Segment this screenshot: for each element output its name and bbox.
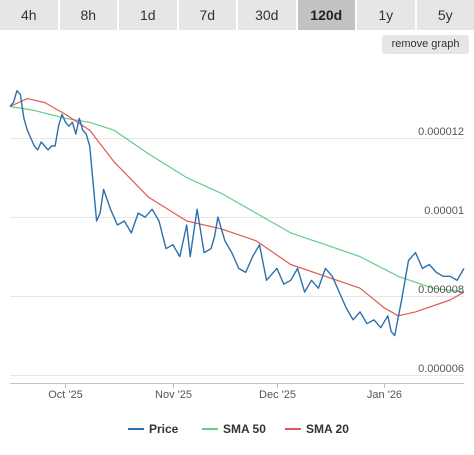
legend-label-sma-50: SMA 50 xyxy=(223,422,266,436)
tab-7d[interactable]: 7d xyxy=(178,0,238,30)
y-tick-label: 0.000006 xyxy=(418,363,464,375)
timeframe-tabs: 4h 8h 1d 7d 30d 120d 1y 5y xyxy=(0,0,474,30)
x-tick-label: Jan '26 xyxy=(367,389,402,401)
y-tick-label: 0.000012 xyxy=(418,126,464,138)
legend-label-sma-20: SMA 20 xyxy=(306,422,349,436)
legend-line-price xyxy=(128,428,144,430)
series-line-price xyxy=(9,90,465,337)
legend-line-sma-50 xyxy=(202,428,218,430)
tab-120d[interactable]: 120d xyxy=(297,0,357,30)
tab-4h[interactable]: 4h xyxy=(0,0,60,30)
series-line-sma-20 xyxy=(9,98,465,317)
y-tick-label: 0.000008 xyxy=(418,284,464,296)
tab-1y[interactable]: 1y xyxy=(357,0,417,30)
y-tick-label: 0.00001 xyxy=(424,205,464,217)
legend-label-price: Price xyxy=(149,422,179,436)
x-tick-label: Dec '25 xyxy=(259,389,296,401)
legend-line-sma-20 xyxy=(285,428,301,430)
x-tick-label: Nov '25 xyxy=(155,389,192,401)
tab-5y[interactable]: 5y xyxy=(416,0,474,30)
chart-legend: Price SMA 50 SMA 20 xyxy=(0,418,474,440)
x-tick-label: Oct '25 xyxy=(48,389,83,401)
tab-30d[interactable]: 30d xyxy=(238,0,298,30)
tab-8h[interactable]: 8h xyxy=(59,0,119,30)
price-chart: Oct '25 Nov '25 Dec '25 Jan '26 0.000012 0.0… xyxy=(9,90,465,401)
tab-1d[interactable]: 1d xyxy=(119,0,179,30)
remove-graph-button[interactable]: remove graph xyxy=(382,35,469,54)
